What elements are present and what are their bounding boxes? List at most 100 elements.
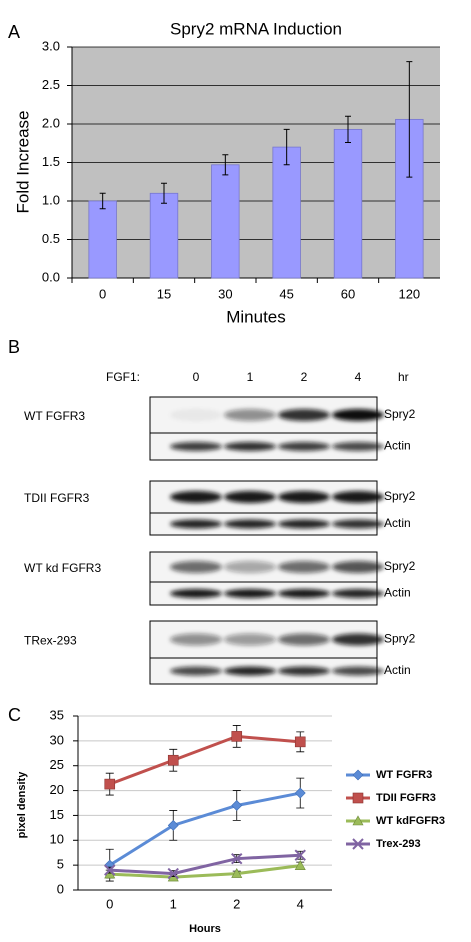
blot-band-label: Spry2 xyxy=(384,559,416,573)
blot-band xyxy=(170,409,222,421)
time-label: 0 xyxy=(193,370,200,384)
marker xyxy=(294,787,306,799)
blot-band xyxy=(170,442,222,451)
error-bar xyxy=(161,182,167,204)
error-bar xyxy=(222,154,229,176)
panel-label: B xyxy=(8,337,20,357)
marker xyxy=(294,860,306,870)
legend-marker xyxy=(352,815,364,826)
panel-label: C xyxy=(8,705,21,725)
blot-band-label: Spry2 xyxy=(384,407,416,421)
blot-band xyxy=(332,589,384,598)
blot-band-label: Actin xyxy=(384,663,411,677)
x-tick-label: 15 xyxy=(157,286,171,301)
blot-band xyxy=(224,409,276,421)
blot-band xyxy=(224,442,276,451)
treatment-label: FGF1: xyxy=(106,370,140,384)
y-tick-label: 3.0 xyxy=(42,38,60,53)
y-tick-label: 10 xyxy=(50,832,64,847)
marker xyxy=(104,778,116,790)
series-line xyxy=(108,791,301,867)
series-line xyxy=(109,853,301,876)
y-tick-label: 2.5 xyxy=(42,77,60,92)
x-tick-label: 30 xyxy=(218,286,232,301)
blot-band xyxy=(170,589,222,598)
y-tick-label: 5 xyxy=(57,857,64,872)
legend-label: TDII FGFR3 xyxy=(376,792,436,804)
blot-band xyxy=(224,519,276,529)
blot-band xyxy=(278,491,330,503)
legend-label: WT FGFR3 xyxy=(376,769,432,781)
blot-group-label: WT kd FGFR3 xyxy=(24,561,101,575)
y-tick-label: 1.0 xyxy=(42,192,60,207)
error-bar xyxy=(283,128,290,166)
x-tick-label: 4 xyxy=(297,896,304,911)
marker xyxy=(167,754,179,766)
marker xyxy=(231,867,243,878)
marker xyxy=(294,736,306,748)
blot-band-label: Actin xyxy=(384,516,411,530)
x-tick-label: 45 xyxy=(279,286,293,301)
marker xyxy=(167,819,179,831)
bar xyxy=(211,164,240,279)
x-axis-label: Hours xyxy=(189,923,221,935)
panel-label: A xyxy=(8,22,20,42)
y-tick-label: 25 xyxy=(50,757,64,772)
blot-band xyxy=(278,561,330,573)
x-tick-label: 1 xyxy=(170,896,177,911)
blot-band xyxy=(224,561,276,573)
y-tick-label: 2.0 xyxy=(42,115,60,130)
blot-band xyxy=(224,589,276,598)
y-tick-label: 30 xyxy=(50,732,64,747)
time-label: 1 xyxy=(247,370,254,384)
marker xyxy=(231,852,243,865)
blot-band xyxy=(278,666,330,676)
blot-band xyxy=(170,666,222,676)
x-tick-label: 120 xyxy=(398,286,420,301)
blot-band xyxy=(224,633,276,646)
x-tick-label: 0 xyxy=(99,286,106,301)
blot-band xyxy=(332,561,384,573)
bar xyxy=(88,200,117,279)
error-bar xyxy=(406,61,413,178)
y-tick-label: 15 xyxy=(50,807,64,822)
blot-band xyxy=(332,409,384,421)
chart-title: Spry2 mRNA Induction xyxy=(170,19,342,38)
x-tick-label: 2 xyxy=(233,896,240,911)
blot-band xyxy=(170,561,222,573)
legend-marker xyxy=(352,838,364,850)
y-tick-label: 20 xyxy=(50,782,64,797)
blot-band-label: Actin xyxy=(384,586,411,600)
x-tick-label: 60 xyxy=(341,286,355,301)
blot-band xyxy=(332,519,384,529)
x-axis-label: Minutes xyxy=(226,307,286,326)
blot-band xyxy=(332,633,384,646)
marker xyxy=(104,864,116,876)
time-label: 2 xyxy=(301,370,308,384)
bar xyxy=(149,192,179,279)
y-tick-label: 35 xyxy=(50,707,64,722)
blot-band xyxy=(278,633,330,646)
legend-label: WT kdFGFR3 xyxy=(376,815,445,827)
blot-band xyxy=(278,589,330,598)
blot-group-label: TDII FGFR3 xyxy=(24,491,90,505)
blot-band xyxy=(170,491,222,503)
blot-band xyxy=(224,491,276,503)
bar xyxy=(272,146,301,279)
blot-band-label: Spry2 xyxy=(384,632,416,646)
marker xyxy=(231,731,243,742)
marker xyxy=(167,867,179,880)
blot-band xyxy=(224,666,276,676)
blot-band xyxy=(278,519,330,529)
series-line xyxy=(109,734,301,786)
blot-band xyxy=(332,666,384,676)
y-tick-label: 0.0 xyxy=(42,269,60,284)
blot-band xyxy=(170,633,222,646)
blot-band-label: Spry2 xyxy=(384,489,416,503)
y-tick-label: 0.5 xyxy=(42,231,60,246)
blot-band xyxy=(170,519,222,529)
x-tick-label: 0 xyxy=(106,896,113,911)
blot-band xyxy=(278,442,330,451)
unit-label: hr xyxy=(398,370,409,384)
